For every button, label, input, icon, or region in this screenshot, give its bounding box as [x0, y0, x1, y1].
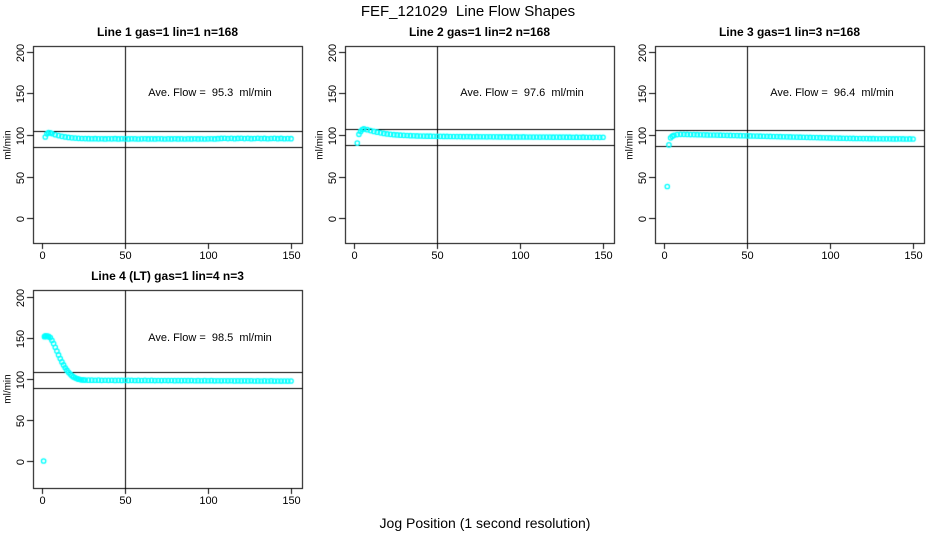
y-tick-label: 50: [327, 171, 339, 184]
y-tick-label: 50: [15, 414, 27, 427]
y-tick-label: 200: [327, 43, 339, 62]
y-tick-label: 150: [637, 84, 649, 103]
x-tick-label: 100: [199, 250, 218, 262]
x-tick-label: 100: [511, 250, 530, 262]
x-tick-label: 50: [431, 250, 444, 262]
y-tick-label: 150: [15, 329, 27, 348]
x-tick-label: 50: [119, 495, 132, 507]
y-tick-label: 100: [327, 126, 339, 145]
x-axis-shared-label: Jog Position (1 second resolution): [379, 515, 591, 531]
x-tick-label: 50: [119, 250, 132, 262]
subplot-title: Line 1 gas=1 lin=1 n=168: [96, 25, 239, 39]
x-tick-label: 100: [199, 495, 218, 507]
y-tick-label: 200: [637, 43, 649, 62]
x-tick-label: 50: [741, 250, 754, 262]
y-axis-label: ml/min: [2, 374, 14, 404]
y-tick-label: 200: [15, 43, 27, 62]
ave-flow-annotation: Ave. Flow = 98.5 ml/min: [148, 332, 272, 345]
y-tick-label: 0: [15, 458, 27, 465]
y-tick-label: 0: [637, 215, 649, 222]
y-tick-label: 50: [15, 171, 27, 184]
y-tick-label: 50: [637, 171, 649, 184]
figure-title: FEF_121029 Line Flow Shapes: [360, 3, 576, 20]
y-tick-label: 0: [327, 215, 339, 222]
x-tick-label: 150: [282, 495, 301, 507]
x-tick-label: 150: [282, 250, 301, 262]
ave-flow-annotation: Ave. Flow = 95.3 ml/min: [148, 87, 272, 100]
y-tick-label: 150: [15, 84, 27, 103]
x-tick-label: 100: [821, 250, 840, 262]
ave-flow-annotation: Ave. Flow = 96.4 ml/min: [770, 87, 894, 100]
y-tick-label: 100: [15, 126, 27, 145]
y-tick-label: 200: [15, 288, 27, 307]
ave-flow-annotation: Ave. Flow = 97.6 ml/min: [460, 87, 584, 100]
y-tick-label: 150: [327, 84, 339, 103]
y-tick-label: 100: [15, 370, 27, 389]
subplot-title: Line 2 gas=1 lin=2 n=168: [408, 25, 551, 39]
x-tick-label: 0: [351, 250, 358, 262]
x-tick-label: 0: [661, 250, 668, 262]
y-axis-label: ml/min: [624, 129, 636, 160]
subplot-title: Line 3 gas=1 lin=3 n=168: [718, 25, 861, 39]
x-tick-label: 150: [904, 250, 923, 262]
x-tick-label: 0: [39, 250, 46, 262]
y-tick-label: 100: [637, 126, 649, 145]
x-tick-label: 150: [594, 250, 613, 262]
x-tick-label: 0: [39, 495, 46, 507]
y-tick-label: 0: [15, 215, 27, 222]
y-axis-label: ml/min: [314, 129, 326, 160]
y-axis-label: ml/min: [2, 129, 14, 160]
subplot-title: Line 4 (LT) gas=1 lin=4 n=3: [91, 269, 244, 283]
